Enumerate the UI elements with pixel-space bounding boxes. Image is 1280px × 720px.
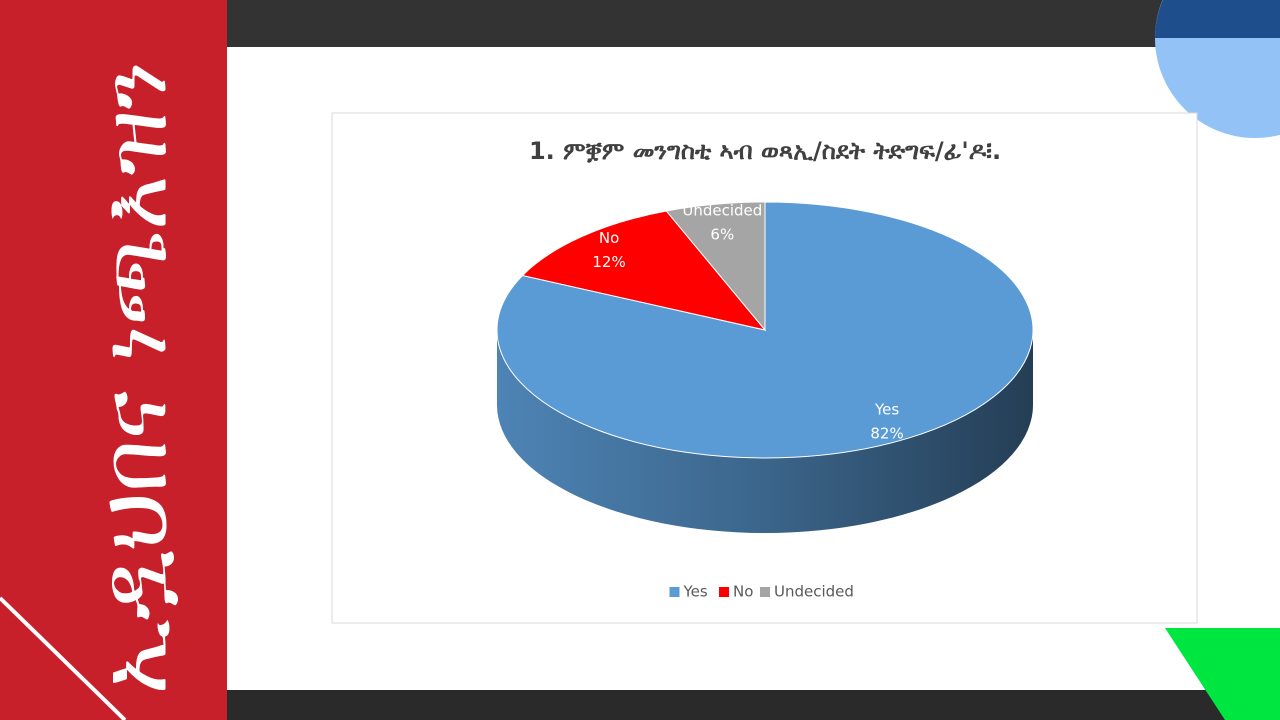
slice-name: Yes <box>874 400 899 418</box>
legend-swatch <box>669 587 680 597</box>
legend-label: No <box>733 583 753 601</box>
pie-side-shade <box>497 330 1033 533</box>
legend: Yes No Undecided <box>669 583 854 601</box>
slice-value: 12% <box>592 253 625 271</box>
side-panel <box>0 0 227 720</box>
legend-swatch <box>760 587 770 597</box>
pie-slice <box>665 201 766 332</box>
pie-slice <box>521 210 767 331</box>
slice-value: 6% <box>710 226 734 244</box>
deco-triangle <box>1165 628 1280 720</box>
slice-value: 82% <box>870 424 903 442</box>
slice-name: Undecided <box>682 202 762 220</box>
legend-label: Yes <box>683 583 708 601</box>
pie: Yes 82% No 12% Undecided 6% <box>496 201 1034 533</box>
chart-title: 1. ምቛም መንግስቲ ኣብ ወጻኢ/ስደት ትድግፍ/ፊ'ዶ፧. <box>529 137 1001 165</box>
banner-text: ኢዷህበና ነጫእዝን <box>80 61 187 694</box>
deco-circle-dark <box>1155 0 1280 38</box>
slice-name: No <box>599 229 619 247</box>
legend-swatch <box>719 587 729 597</box>
top-band <box>227 0 1280 47</box>
legend-label: Undecided <box>774 583 854 601</box>
deco-line <box>0 596 127 720</box>
